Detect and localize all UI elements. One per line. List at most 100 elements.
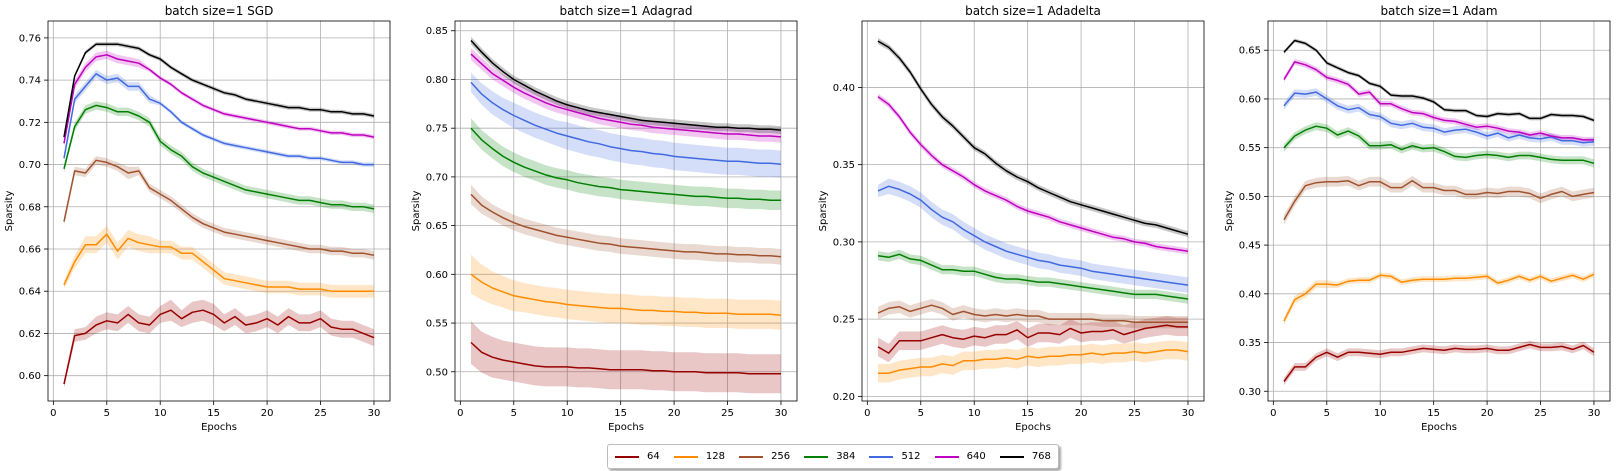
y-tick-label: 0.62 <box>19 329 41 340</box>
y-tick-label: 0.76 <box>19 33 41 44</box>
x-tick-label: 0 <box>457 408 463 419</box>
x-tick-label: 0 <box>1270 408 1276 419</box>
series-band-256 <box>471 184 781 265</box>
series-line-256 <box>63 159 375 257</box>
y-tick-label: 0.60 <box>1239 94 1261 105</box>
y-tick-label: 0.35 <box>1239 338 1261 349</box>
subplot-2: 0 5 10 15 20 25 30 0.50 0.55 0.60 0.65 0.70 0.75 0.80… <box>411 4 798 433</box>
series-band-128 <box>878 340 1188 383</box>
series-line-512 <box>63 73 374 166</box>
y-tick-label: 0.65 <box>1239 46 1261 57</box>
x-tick-label: 20 <box>1075 408 1088 419</box>
y-axis-label: Sparsity <box>411 191 422 232</box>
y-tick-label: 0.60 <box>426 270 448 281</box>
x-tick-label: 10 <box>1374 408 1387 419</box>
legend-label: 768 <box>1031 451 1051 462</box>
legend-label: 256 <box>771 451 791 462</box>
y-tick-label: 0.72 <box>19 118 41 129</box>
plot-area <box>455 21 797 401</box>
chart-title: batch size=1 SGD <box>165 4 274 18</box>
series-line-768 <box>877 40 1189 235</box>
chart-title: batch size=1 Adadelta <box>965 4 1101 18</box>
legend-item-640: 640 <box>934 451 986 462</box>
series-band-128 <box>1284 271 1594 325</box>
series-line-768 <box>470 39 782 131</box>
y-tick-label: 0.74 <box>19 76 41 87</box>
series-line-256 <box>470 193 782 258</box>
series-line-384 <box>877 253 1189 300</box>
subplot-1: 0 5 10 15 20 25 30 0.60 0.62 0.64 0.66 0.68 0.70 0.72… <box>4 4 391 433</box>
series-line-640 <box>1283 61 1594 141</box>
y-tick-label: 0.66 <box>19 245 41 256</box>
legend-swatch-768 <box>999 455 1024 458</box>
subplot-3: 0 5 10 15 20 25 30 0.20 0.25 0.30 0.35 0.40 batch si… <box>818 4 1205 433</box>
x-tick-label: 5 <box>1324 408 1330 419</box>
x-tick-label: 20 <box>1481 408 1494 419</box>
x-tick-label: 20 <box>261 408 274 419</box>
legend-item-256: 256 <box>739 451 790 462</box>
series-line-640 <box>470 53 782 138</box>
series-line-512 <box>470 81 782 165</box>
y-tick-label: 0.35 <box>833 160 855 171</box>
x-tick-label: 10 <box>154 408 167 419</box>
y-tick-label: 0.45 <box>1239 241 1261 252</box>
y-tick-label: 0.30 <box>1239 387 1261 398</box>
legend-swatch-128 <box>673 455 698 458</box>
y-tick-label: 0.30 <box>833 237 855 248</box>
x-tick-label: 25 <box>314 408 327 419</box>
series-line-512 <box>877 185 1189 286</box>
x-tick-label: 30 <box>1588 408 1601 419</box>
x-tick-label: 15 <box>1021 408 1034 419</box>
x-axis-label: Epochs <box>608 422 644 433</box>
x-tick-label: 0 <box>864 408 870 419</box>
x-tick-label: 10 <box>968 408 981 419</box>
series-band-384 <box>64 101 374 214</box>
x-tick-label: 25 <box>721 408 734 419</box>
legend-swatch-640 <box>934 455 959 458</box>
axes-frame <box>861 20 1205 402</box>
legend: 64 128 256 384 512 640 768 <box>607 444 1059 469</box>
chart-title: batch size=1 Adam <box>1380 4 1497 18</box>
axes-frame <box>454 20 798 402</box>
series-line-256 <box>1283 180 1595 221</box>
y-axis-label: Sparsity <box>1224 191 1235 232</box>
x-tick-label: 5 <box>918 408 924 419</box>
axes-frame <box>47 20 391 402</box>
series-line-640 <box>877 96 1189 252</box>
series-line-128 <box>878 349 1189 374</box>
series-line-512 <box>1283 91 1595 144</box>
series-band-256 <box>1284 175 1594 225</box>
y-tick-label: 0.20 <box>833 392 855 403</box>
chart-title: batch size=1 Adagrad <box>560 4 693 18</box>
y-axis-label: Sparsity <box>4 191 15 232</box>
subplot-4: 0 5 10 15 20 25 30 0.30 0.35 0.40 0.45 0.50 0.55 0.60… <box>1224 4 1611 433</box>
series-band-640 <box>1284 59 1594 143</box>
series-band-512 <box>64 69 374 167</box>
plot-area <box>862 21 1204 401</box>
x-tick-label: 15 <box>614 408 627 419</box>
y-tick-label: 0.40 <box>1239 289 1261 300</box>
x-tick-label: 15 <box>207 408 220 419</box>
y-axis-label: Sparsity <box>818 191 829 232</box>
series-line-256 <box>877 304 1188 323</box>
series-line-768 <box>63 43 375 138</box>
y-tick-label: 0.55 <box>1239 143 1261 154</box>
series-line-768 <box>1283 39 1595 122</box>
x-tick-label: 25 <box>1128 408 1141 419</box>
y-tick-label: 0.70 <box>19 160 41 171</box>
legend-swatch-256 <box>739 455 764 458</box>
legend-item-384: 384 <box>804 451 855 462</box>
y-tick-label: 0.64 <box>19 287 41 298</box>
series-line-64 <box>1283 343 1595 382</box>
legend-item-128: 128 <box>673 451 725 462</box>
y-tick-label: 0.60 <box>19 371 41 382</box>
series-band-512 <box>878 178 1188 293</box>
y-tick-label: 0.50 <box>426 367 448 378</box>
x-tick-label: 30 <box>775 408 788 419</box>
series-line-640 <box>63 54 375 144</box>
series-band-384 <box>471 118 781 210</box>
series-line-128 <box>470 273 782 317</box>
axes-frame <box>1267 20 1611 402</box>
legend-label: 384 <box>836 451 856 462</box>
y-tick-label: 0.50 <box>1239 192 1261 203</box>
